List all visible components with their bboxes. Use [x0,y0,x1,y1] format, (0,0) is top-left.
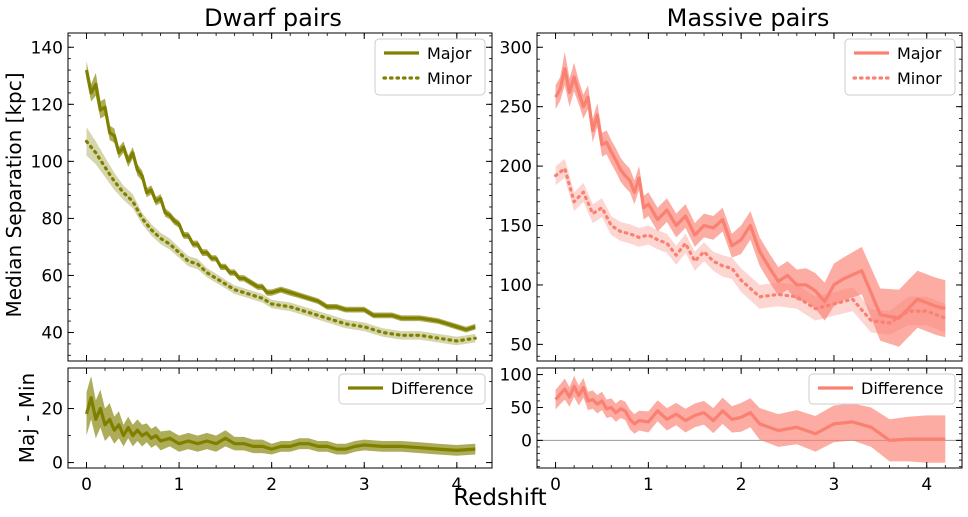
x-axis-label-redshift: Redshift [453,485,546,511]
legend-label-difference: Difference [391,379,473,398]
legend-label-minor: Minor [427,69,472,88]
y-tick-label: 100 [31,152,63,172]
band-major [86,61,476,333]
legend-box [338,373,486,405]
band-difference [86,376,476,456]
band-difference [555,375,946,463]
panel-dwarf-difference: 0 1 2 3 4 0 20 Difference [41,367,493,495]
band-minor [86,127,476,346]
y-axis-label-median-separation: Median Separation [kpc] [2,72,26,317]
series-line-difference [554,384,946,442]
legend: Major Minor [844,38,956,96]
title-dwarf-pairs: Dwarf pairs [204,4,342,32]
legend: Difference [808,373,956,405]
x-tick-label: 2 [266,475,277,495]
x-tick-label: 1 [643,475,654,495]
plot-frame [67,32,493,362]
y-tick-label: 40 [41,323,63,343]
plot-area [84,61,477,346]
plot-area [84,376,476,456]
band-major [555,52,946,347]
y-tick-label: 300 [500,38,532,58]
plot-area [553,52,947,347]
legend-label-difference: Difference [861,379,943,398]
y-tick-label: 140 [31,38,63,58]
y-tick-label: 20 [41,400,63,420]
y-tick-label: 200 [500,157,532,177]
y-tick-label: 60 [41,266,63,286]
legend: Difference [338,373,486,405]
x-tick-label: 4 [921,475,932,495]
title-massive-pairs: Massive pairs [667,4,830,32]
x-tick-label: 4 [451,475,462,495]
y-tick-label: 0 [521,431,532,451]
y-tick-label: 0 [52,454,63,474]
y-tick-label: 120 [31,95,63,115]
y-tick-label: 100 [500,276,532,296]
panel-massive-pairs: 50 100 150 200 250 300 Major Minor [500,32,963,362]
series-line-major [84,69,476,332]
panel-dwarf-pairs: 40 60 80 100 120 140 Major Minor [31,32,493,362]
legend-box [808,373,956,405]
x-tick-label: 0 [81,475,92,495]
x-tick-label: 1 [174,475,185,495]
y-tick-label: 250 [500,98,532,118]
series-line-difference [84,396,476,452]
y-tick-label: 50 [510,335,532,355]
series-line-minor [553,166,947,325]
plot-area [537,375,962,463]
legend-label-minor: Minor [897,69,942,88]
y-tick-label: 150 [500,217,532,237]
y-tick-label: 50 [510,398,532,418]
series-line-major [554,67,946,320]
y-tick-label: 80 [41,209,63,229]
x-tick-label: 3 [359,475,370,495]
y-tick-label: 100 [500,366,532,386]
panel-massive-difference: 0 1 2 3 4 0 50 100 Difference [500,366,963,495]
plot-frame [536,32,963,362]
band-minor [555,159,946,335]
x-tick-label: 2 [736,475,747,495]
legend: Major Minor [374,38,486,96]
legend-label-major: Major [427,44,472,63]
legend-label-major: Major [897,44,942,63]
y-axis-label-maj-min: Maj - Min [15,373,39,464]
x-tick-label: 3 [829,475,840,495]
x-tick-label: 0 [550,475,561,495]
series-line-minor [84,139,477,343]
plot-frame [536,367,963,469]
plot-frame [67,367,493,469]
